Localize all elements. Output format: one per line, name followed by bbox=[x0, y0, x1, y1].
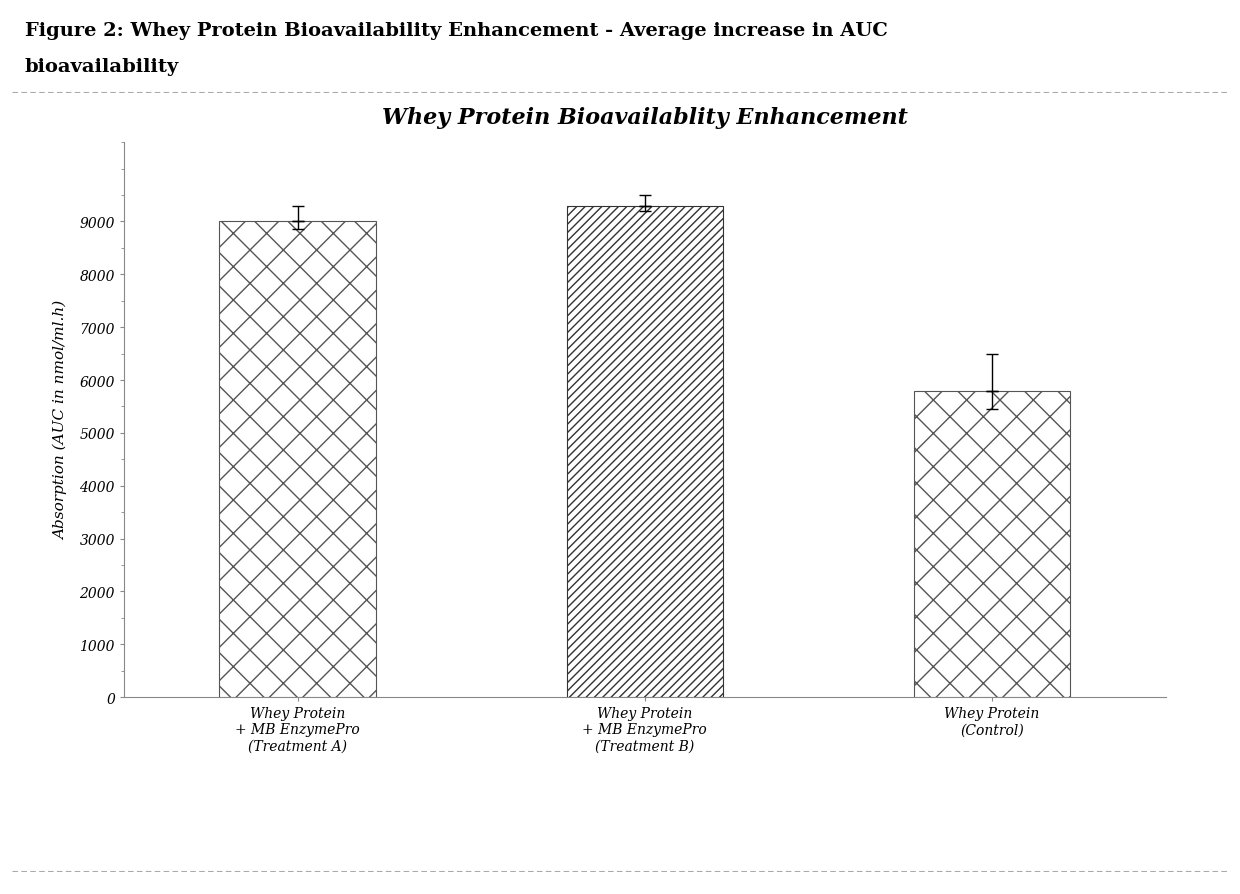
Text: Figure 2: Whey Protein Bioavailability Enhancement - Average increase in AUC: Figure 2: Whey Protein Bioavailability E… bbox=[25, 22, 888, 40]
Text: bioavailability: bioavailability bbox=[25, 58, 179, 76]
Bar bbox=[914, 392, 1070, 697]
Bar bbox=[567, 207, 723, 697]
Bar bbox=[219, 223, 376, 697]
Y-axis label: Absorption (AUC in nmol/ml.h): Absorption (AUC in nmol/ml.h) bbox=[55, 300, 68, 540]
Title: Whey Protein Bioavailablity Enhancement: Whey Protein Bioavailablity Enhancement bbox=[382, 106, 908, 129]
